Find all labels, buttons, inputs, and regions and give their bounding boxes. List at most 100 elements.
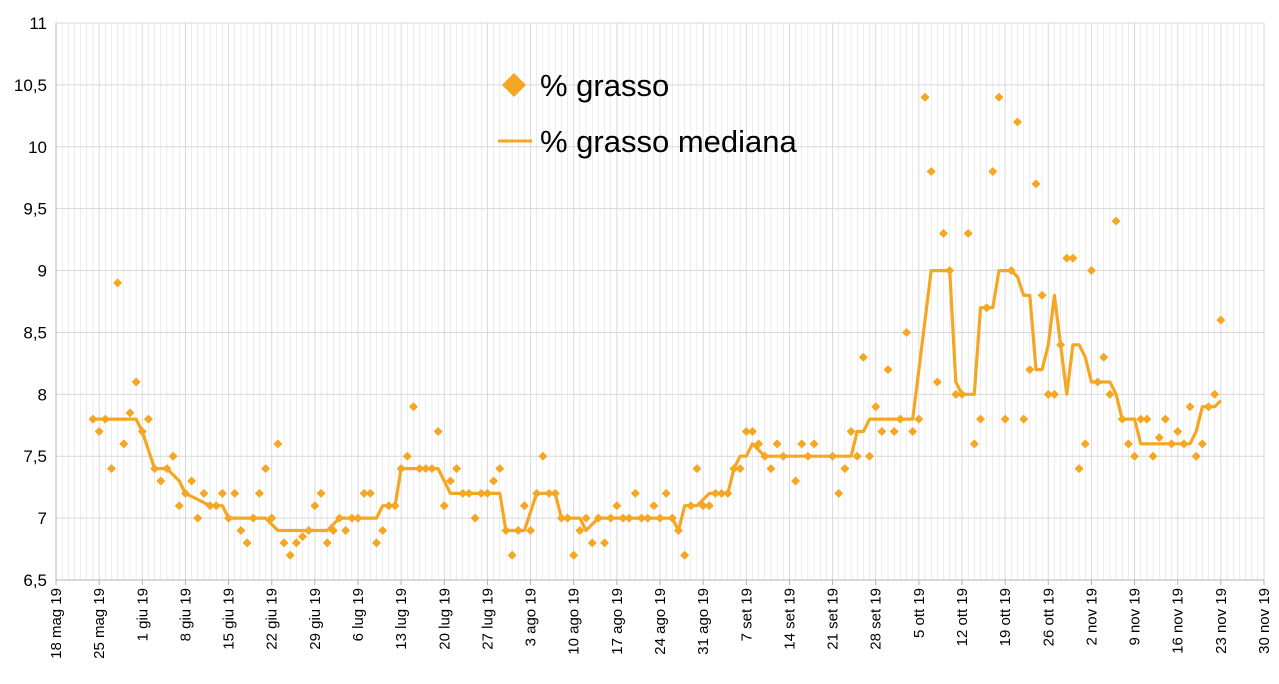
data-point (1056, 340, 1066, 350)
x-tick-label: 9 nov 19 (1127, 588, 1144, 646)
data-point (1062, 253, 1072, 263)
x-tick-label: 31 ago 19 (695, 588, 712, 655)
data-point (143, 414, 153, 424)
data-point (402, 451, 412, 461)
x-tick-label: 3 ago 19 (523, 588, 540, 646)
data-point (606, 513, 616, 523)
data-point (673, 525, 683, 535)
data-point (316, 488, 326, 498)
data-point (1185, 402, 1195, 412)
data-point (723, 488, 733, 498)
data-point (655, 513, 665, 523)
data-point (1148, 451, 1158, 461)
data-point (396, 464, 406, 474)
data-point (335, 513, 345, 523)
data-point (951, 389, 961, 399)
data-point (1025, 365, 1035, 375)
x-tick-label: 10 ago 19 (566, 588, 583, 655)
y-tick-label: 7,5 (23, 447, 47, 466)
data-point (187, 476, 197, 486)
data-point (279, 538, 289, 548)
data-point (384, 501, 394, 511)
data-point (1019, 414, 1029, 424)
data-point (458, 488, 468, 498)
y-tick-label: 10,5 (14, 76, 47, 95)
x-tick-label: 27 lug 19 (479, 588, 496, 650)
data-point (692, 464, 702, 474)
data-point (513, 525, 523, 535)
median-line (93, 269, 1223, 533)
grid (55, 22, 1265, 581)
data-point (902, 327, 912, 337)
data-point (729, 464, 739, 474)
data-point (538, 451, 548, 461)
data-point (704, 501, 714, 511)
data-point (217, 488, 227, 498)
data-point (1000, 414, 1010, 424)
data-point (489, 476, 499, 486)
data-point (1086, 266, 1096, 276)
x-tick-label: 22 giu 19 (264, 588, 281, 650)
data-point (994, 92, 1004, 102)
data-point (298, 532, 308, 542)
data-point (353, 513, 363, 523)
data-point (1154, 433, 1164, 443)
data-point (908, 426, 918, 436)
x-tick-label: 21 set 19 (825, 588, 842, 650)
data-point (969, 439, 979, 449)
data-point (119, 439, 129, 449)
data-point (778, 451, 788, 461)
data-point (310, 501, 320, 511)
data-point (408, 402, 418, 412)
data-point (1160, 414, 1170, 424)
data-point (741, 426, 751, 436)
x-tick-label: 2 nov 19 (1083, 588, 1100, 646)
data-point (975, 414, 985, 424)
data-point (464, 488, 474, 498)
data-point (932, 377, 942, 387)
data-point (205, 501, 215, 511)
data-point (180, 488, 190, 498)
x-tick-label: 8 giu 19 (177, 588, 194, 641)
data-point (612, 501, 622, 511)
data-point (1167, 439, 1177, 449)
data-point (482, 488, 492, 498)
data-point (150, 464, 160, 474)
data-point (378, 525, 388, 535)
data-point (1197, 439, 1207, 449)
median-series (93, 269, 1223, 533)
y-tick-label: 8,5 (23, 323, 47, 342)
data-point (359, 488, 369, 498)
data-point (415, 464, 425, 474)
data-point (106, 464, 116, 474)
data-point (1012, 117, 1022, 127)
scatter-series (88, 92, 1226, 560)
data-point (1173, 426, 1183, 436)
data-point (137, 426, 147, 436)
x-tick-label: 26 ott 19 (1040, 588, 1057, 646)
data-point (1179, 439, 1189, 449)
data-point (754, 439, 764, 449)
data-point (563, 513, 573, 523)
data-point (661, 488, 671, 498)
data-point (710, 488, 720, 498)
data-point (94, 426, 104, 436)
data-point (600, 538, 610, 548)
x-tick-label: 6 lug 19 (350, 588, 367, 641)
data-point (1099, 352, 1109, 362)
data-point (224, 513, 234, 523)
data-point (852, 451, 862, 461)
data-point (230, 488, 240, 498)
data-point (507, 550, 517, 560)
data-point (1037, 290, 1047, 300)
data-point (581, 513, 591, 523)
data-point (365, 488, 375, 498)
data-point (1031, 179, 1041, 189)
y-tick-label: 11 (29, 14, 47, 33)
data-point (544, 488, 554, 498)
data-point (593, 513, 603, 523)
data-point (587, 538, 597, 548)
data-point (341, 525, 351, 535)
data-point (1049, 389, 1059, 399)
legend-label-scatter: % grasso (540, 68, 669, 103)
